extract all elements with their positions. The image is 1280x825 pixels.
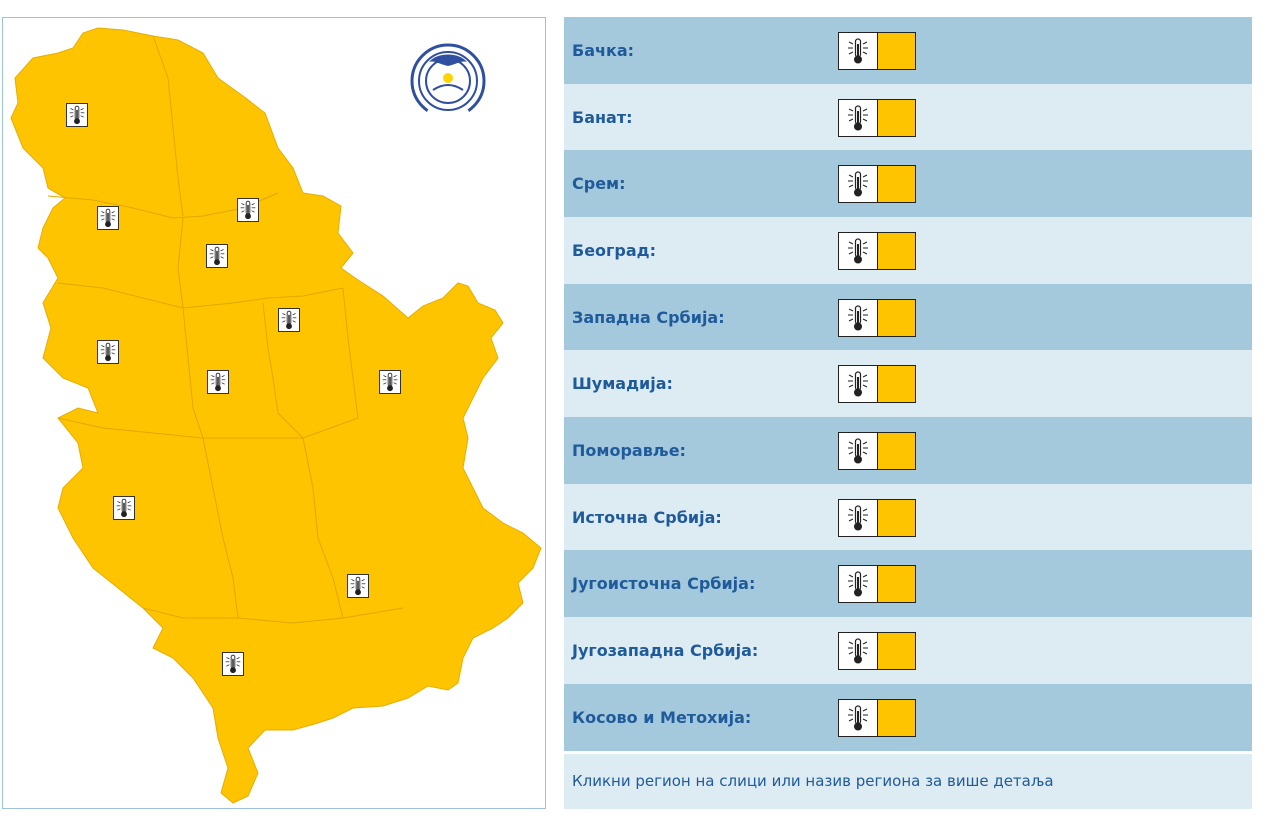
- map-thermometer-icon[interactable]: [278, 308, 300, 332]
- thermometer-icon: [839, 165, 878, 202]
- map-panel: [2, 17, 546, 809]
- regions-panel: Бачка: Банат: Срем: Београд: Западна Срб…: [564, 17, 1252, 809]
- thermometer-icon: [839, 99, 878, 136]
- region-row-beograd[interactable]: Београд:: [564, 217, 1252, 284]
- rhmz-logo: [407, 40, 489, 122]
- region-row-banat[interactable]: Банат:: [564, 84, 1252, 151]
- warning-indicator[interactable]: [838, 231, 916, 270]
- warning-indicator[interactable]: [838, 631, 916, 670]
- region-name[interactable]: Источна Србија:: [572, 508, 722, 527]
- warning-level-swatch: [878, 432, 915, 469]
- region-name[interactable]: Западна Србија:: [572, 308, 725, 327]
- map-thermometer-icon[interactable]: [347, 574, 369, 598]
- region-row-jugoistocna-srbija[interactable]: Југоисточна Србија:: [564, 550, 1252, 617]
- thermometer-icon: [839, 565, 878, 602]
- warning-level-swatch: [878, 99, 915, 136]
- thermometer-icon: [839, 232, 878, 269]
- serbia-map[interactable]: [3, 18, 545, 808]
- map-thermometer-icon[interactable]: [222, 652, 244, 676]
- warning-level-swatch: [878, 699, 915, 736]
- thermometer-icon: [839, 365, 878, 402]
- map-thermometer-icon[interactable]: [66, 103, 88, 127]
- region-name[interactable]: Југозападна Србија:: [572, 641, 759, 660]
- warning-indicator[interactable]: [838, 364, 916, 403]
- region-row-srem[interactable]: Срем:: [564, 150, 1252, 217]
- warning-indicator[interactable]: [838, 164, 916, 203]
- region-name[interactable]: Шумадија:: [572, 374, 673, 393]
- warning-indicator[interactable]: [838, 98, 916, 137]
- map-thermometer-icon[interactable]: [379, 370, 401, 394]
- warning-level-swatch: [878, 499, 915, 536]
- region-row-zapadna-srbija[interactable]: Западна Србија:: [564, 284, 1252, 351]
- warning-level-swatch: [878, 632, 915, 669]
- warning-indicator[interactable]: [838, 31, 916, 70]
- region-name[interactable]: Срем:: [572, 174, 626, 193]
- warning-indicator[interactable]: [838, 698, 916, 737]
- region-row-istocna-srbija[interactable]: Источна Србија:: [564, 484, 1252, 551]
- footer-note-text: Кликни регион на слици или назив региона…: [572, 772, 1054, 790]
- region-name[interactable]: Бачка:: [572, 41, 635, 60]
- region-name[interactable]: Југоисточна Србија:: [572, 574, 756, 593]
- map-thermometer-icon[interactable]: [97, 340, 119, 364]
- map-thermometer-icon[interactable]: [113, 496, 135, 520]
- region-borders: [47, 35, 404, 624]
- region-name[interactable]: Београд:: [572, 241, 656, 260]
- thermometer-icon: [839, 499, 878, 536]
- footer-note: Кликни регион на слици или назив региона…: [564, 754, 1252, 809]
- warning-level-swatch: [878, 165, 915, 202]
- thermometer-icon: [839, 299, 878, 336]
- map-thermometer-icon[interactable]: [97, 206, 119, 230]
- warning-level-swatch: [878, 299, 915, 336]
- warning-level-swatch: [878, 232, 915, 269]
- warning-level-swatch: [878, 365, 915, 402]
- thermometer-icon: [839, 699, 878, 736]
- region-name[interactable]: Банат:: [572, 108, 633, 127]
- region-name[interactable]: Поморавље:: [572, 441, 686, 460]
- region-row-jugozapadna-srbija[interactable]: Југозападна Србија:: [564, 617, 1252, 684]
- thermometer-icon: [839, 632, 878, 669]
- thermometer-icon: [839, 32, 878, 69]
- map-thermometer-icon[interactable]: [207, 370, 229, 394]
- region-row-sumadija[interactable]: Шумадија:: [564, 350, 1252, 417]
- warning-indicator[interactable]: [838, 431, 916, 470]
- region-row-backa[interactable]: Бачка:: [564, 17, 1252, 84]
- warning-indicator[interactable]: [838, 498, 916, 537]
- warning-level-swatch: [878, 565, 915, 602]
- warning-indicator[interactable]: [838, 298, 916, 337]
- thermometer-icon: [839, 432, 878, 469]
- warning-level-swatch: [878, 32, 915, 69]
- region-name[interactable]: Косово и Метохија:: [572, 708, 752, 727]
- serbia-outline[interactable]: [10, 27, 542, 804]
- map-thermometer-icon[interactable]: [206, 244, 228, 268]
- map-thermometer-icon[interactable]: [237, 198, 259, 222]
- region-row-kosovo-i-metohija[interactable]: Косово и Метохија:: [564, 684, 1252, 751]
- rhmz-logo-icon: [410, 43, 486, 120]
- region-row-pomoravlje[interactable]: Поморавље:: [564, 417, 1252, 484]
- warning-indicator[interactable]: [838, 564, 916, 603]
